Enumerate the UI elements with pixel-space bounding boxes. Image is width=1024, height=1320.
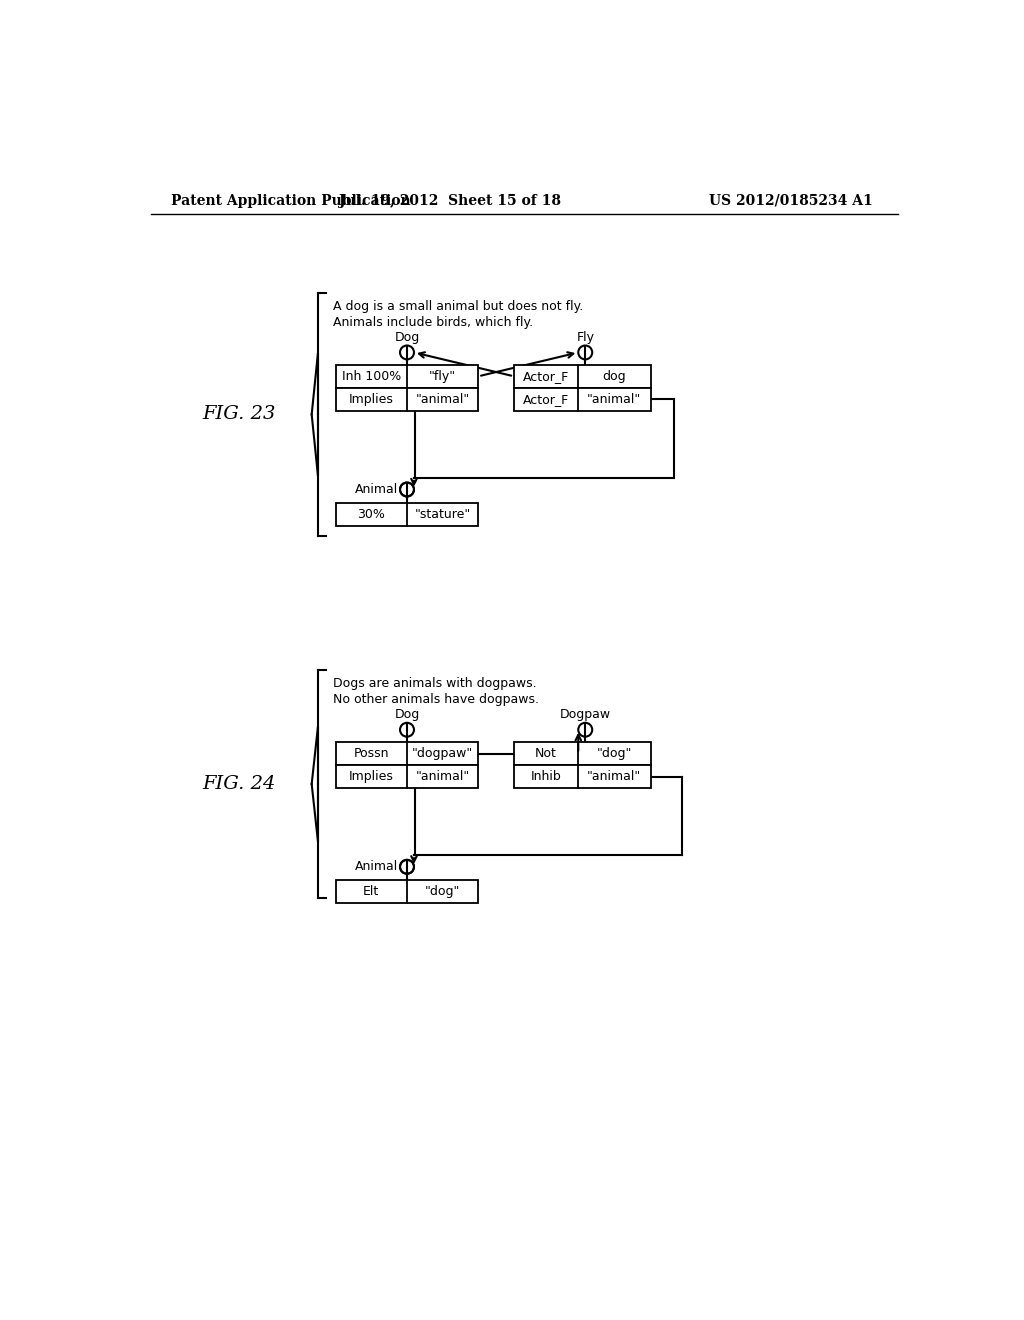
Text: "animal": "animal" xyxy=(416,770,470,783)
Text: US 2012/0185234 A1: US 2012/0185234 A1 xyxy=(710,194,873,207)
Text: "stature": "stature" xyxy=(415,508,471,520)
Text: Jul. 19, 2012  Sheet 15 of 18: Jul. 19, 2012 Sheet 15 of 18 xyxy=(339,194,560,207)
Text: "animal": "animal" xyxy=(587,393,641,407)
Text: 30%: 30% xyxy=(357,508,385,520)
Text: Inh 100%: Inh 100% xyxy=(342,370,401,383)
Text: FIG. 23: FIG. 23 xyxy=(202,405,275,424)
Bar xyxy=(514,364,651,388)
Text: Dogs are animals with dogpaws.: Dogs are animals with dogpaws. xyxy=(334,677,537,690)
Text: Implies: Implies xyxy=(349,393,394,407)
Bar xyxy=(336,364,478,388)
Text: Fly: Fly xyxy=(577,330,594,343)
Text: Animal: Animal xyxy=(354,483,397,496)
Bar xyxy=(336,503,478,525)
Text: "dogpaw": "dogpaw" xyxy=(412,747,473,760)
Text: "fly": "fly" xyxy=(429,370,457,383)
Text: Actor_F: Actor_F xyxy=(522,393,569,407)
Bar xyxy=(514,742,651,766)
Text: Animals include birds, which fly.: Animals include birds, which fly. xyxy=(334,315,534,329)
Text: No other animals have dogpaws.: No other animals have dogpaws. xyxy=(334,693,540,706)
Bar xyxy=(514,766,651,788)
Bar xyxy=(336,880,478,903)
Text: Possn: Possn xyxy=(353,747,389,760)
Bar xyxy=(514,388,651,411)
Text: Actor_F: Actor_F xyxy=(522,370,569,383)
Text: Patent Application Publication: Patent Application Publication xyxy=(171,194,411,207)
Text: Dog: Dog xyxy=(394,330,420,343)
Text: Implies: Implies xyxy=(349,770,394,783)
Text: Elt: Elt xyxy=(364,884,380,898)
Bar xyxy=(336,742,478,766)
Text: dog: dog xyxy=(602,370,626,383)
Text: "dog": "dog" xyxy=(597,747,632,760)
Text: Dogpaw: Dogpaw xyxy=(560,708,610,721)
Text: Dog: Dog xyxy=(394,708,420,721)
Text: Animal: Animal xyxy=(354,861,397,874)
Text: "animal": "animal" xyxy=(587,770,641,783)
Text: A dog is a small animal but does not fly.: A dog is a small animal but does not fly… xyxy=(334,300,584,313)
Text: Not: Not xyxy=(535,747,557,760)
Text: "animal": "animal" xyxy=(416,393,470,407)
Bar xyxy=(336,388,478,411)
Text: FIG. 24: FIG. 24 xyxy=(202,775,275,793)
Text: Inhib: Inhib xyxy=(530,770,561,783)
Text: "dog": "dog" xyxy=(425,884,461,898)
Bar xyxy=(336,766,478,788)
